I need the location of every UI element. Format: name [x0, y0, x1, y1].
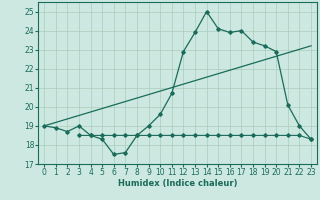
X-axis label: Humidex (Indice chaleur): Humidex (Indice chaleur): [118, 179, 237, 188]
